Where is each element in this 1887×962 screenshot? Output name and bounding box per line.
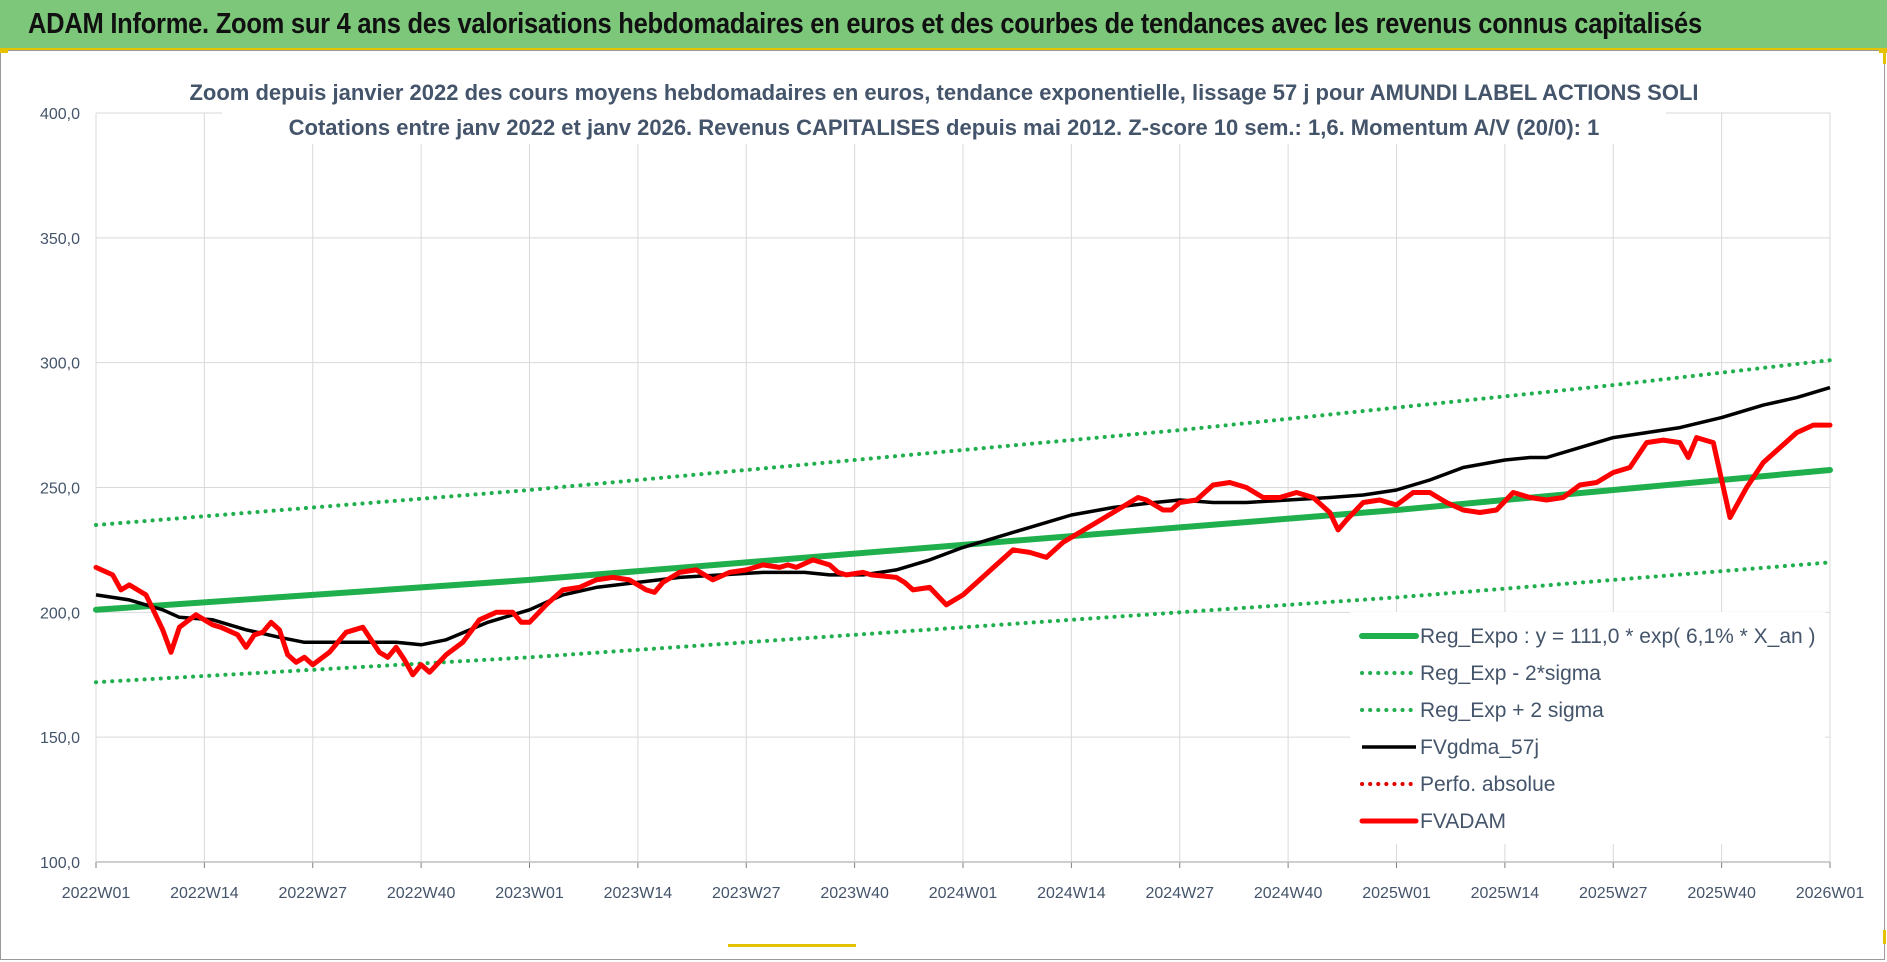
chart-title: Zoom depuis janvier 2022 des cours moyen… [189, 80, 1698, 105]
y-tick-label: 100,0 [40, 855, 80, 872]
x-tick-label: 2022W01 [62, 885, 131, 902]
bottom-accent-mark [728, 944, 856, 947]
y-tick-label: 250,0 [40, 481, 80, 498]
legend-label-perfo-absolue: Perfo. absolue [1420, 773, 1555, 796]
chart-frame [0, 50, 1885, 960]
legend-label-reg-expo-y-111-0-exp-6-1-x-an: Reg_Expo : y = 111,0 * exp( 6,1% * X_an … [1420, 625, 1816, 648]
series-line-reg-exp-2-sigma [94, 358, 1832, 527]
y-tick-label: 350,0 [40, 231, 80, 248]
report-banner: ADAM Informe. Zoom sur 4 ans des valoris… [0, 0, 1887, 50]
x-tick-label: 2026W01 [1796, 885, 1865, 902]
report-title: ADAM Informe. Zoom sur 4 ans des valoris… [28, 8, 1702, 40]
series-line-fvadam [93, 422, 1833, 678]
x-tick-label: 2024W14 [1037, 885, 1106, 902]
x-tick-label: 2022W14 [170, 885, 239, 902]
y-tick-label: 150,0 [40, 730, 80, 747]
y-tick-label: 200,0 [40, 605, 80, 622]
y-tick-label: 300,0 [40, 356, 80, 373]
x-tick-label: 2023W27 [712, 885, 781, 902]
title-background [222, 74, 1666, 144]
x-tick-label: 2025W01 [1362, 885, 1431, 902]
x-tick-label: 2022W40 [387, 885, 456, 902]
series-line-fvgdma-57j [95, 385, 1831, 647]
legend-label-fvgdma-57j: FVgdma_57j [1420, 736, 1539, 759]
corner-mark-right-bottom [1883, 930, 1886, 944]
corner-mark-tl [0, 50, 8, 53]
series-line-reg-exp-2-sigma [94, 560, 1832, 685]
x-tick-label: 2023W01 [495, 885, 564, 902]
chart-subtitle: Cotations entre janv 2022 et janv 2026. … [289, 115, 1600, 140]
x-tick-label: 2023W14 [604, 885, 673, 902]
x-tick-label: 2024W27 [1146, 885, 1215, 902]
axis-layer: 100,0 150,0 200,0 250,0 300,0 350,0 400,0 2022W… [40, 106, 1864, 902]
x-tick-label: 2025W27 [1579, 885, 1648, 902]
x-tick-label: 2025W14 [1471, 885, 1540, 902]
x-tick-label: 2024W01 [929, 885, 998, 902]
x-tick-label: 2023W40 [820, 885, 889, 902]
legend: Reg_Expo : y = 111,0 * exp( 6,1% * X_an … [1359, 625, 1816, 833]
x-tick-label: 2022W27 [279, 885, 348, 902]
x-tick-label: 2024W40 [1254, 885, 1323, 902]
legend-label-fvadam: FVADAM [1420, 810, 1506, 833]
legend-label-reg-exp-2-sigma: Reg_Exp - 2*sigma [1420, 662, 1601, 685]
legend-label-reg-exp-2-sigma: Reg_Exp + 2 sigma [1420, 699, 1604, 722]
x-tick-label: 2025W40 [1687, 885, 1756, 902]
legend-background [1350, 612, 1825, 844]
corner-mark-right-top [1883, 50, 1886, 64]
y-tick-label: 400,0 [40, 106, 80, 123]
series-layer [93, 358, 1833, 685]
